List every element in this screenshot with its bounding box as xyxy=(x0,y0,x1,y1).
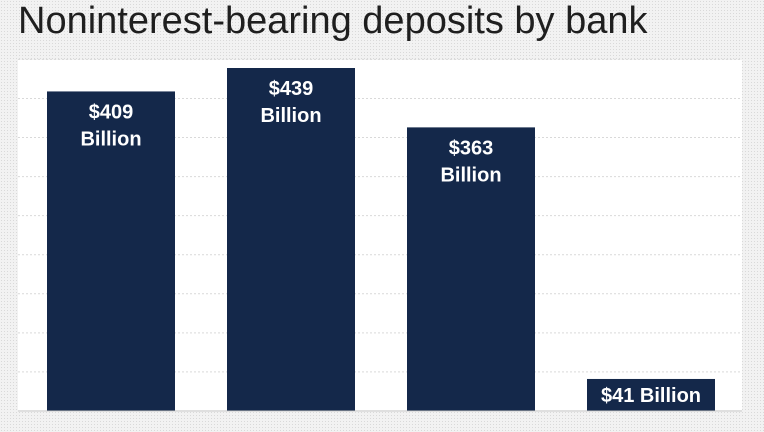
bar-value-label: $409 xyxy=(89,101,134,123)
bar xyxy=(407,127,535,412)
bar-value-labels: $409 Billion $439 Billion $363 Billion $41 Bil… xyxy=(80,78,701,407)
chart-title: Noninterest-bearing deposits by bank xyxy=(18,0,648,42)
bar-value-label: $439 xyxy=(269,78,314,100)
bar-value-label: $41 Billion xyxy=(601,385,701,407)
bar-value-label: Billion xyxy=(260,105,321,127)
bar-value-label: $363 xyxy=(449,137,494,159)
bar xyxy=(47,91,175,411)
bar-value-label: Billion xyxy=(80,128,141,150)
bars xyxy=(47,68,715,412)
bar-value-label: Billion xyxy=(440,164,501,186)
bar xyxy=(227,68,355,411)
bar xyxy=(587,378,715,411)
